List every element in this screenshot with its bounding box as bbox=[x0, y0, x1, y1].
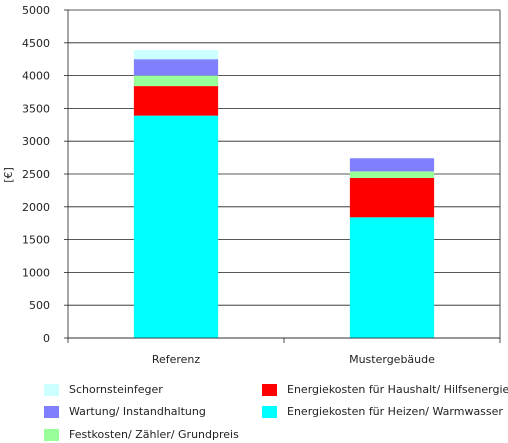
bar-segment bbox=[349, 217, 435, 338]
y-tick-label: 2000 bbox=[22, 201, 50, 214]
legend-swatch bbox=[262, 383, 277, 396]
bar-segment bbox=[133, 115, 219, 338]
y-axis-label: [€] bbox=[2, 167, 15, 183]
y-tick-label: 3500 bbox=[22, 102, 50, 115]
legend-label: Energiekosten für Heizen/ Warmwasser bbox=[287, 405, 503, 418]
axes bbox=[67, 10, 501, 343]
bar-segment bbox=[349, 177, 435, 218]
gridlines bbox=[64, 9, 500, 339]
bar-segment bbox=[133, 75, 219, 87]
y-tick-labels: 0 500 1000 1500 2000 2500 3000 3500 4000 4500 5000 bbox=[22, 4, 50, 345]
legend-item: Wartung/ Instandhaltung bbox=[44, 405, 206, 418]
y-tick-label: 5000 bbox=[22, 4, 50, 17]
legend-item: Energiekosten für Heizen/ Warmwasser bbox=[262, 405, 503, 418]
y-tick-label: 1000 bbox=[22, 266, 50, 279]
legend-item: Schornsteinfeger bbox=[44, 383, 163, 396]
legend-label: Wartung/ Instandhaltung bbox=[69, 405, 206, 418]
bar-segment bbox=[349, 158, 435, 172]
legend-swatch bbox=[44, 405, 59, 418]
bar-segment bbox=[349, 171, 435, 178]
y-tick-label: 3000 bbox=[22, 135, 50, 148]
y-tick-label: 4000 bbox=[22, 70, 50, 83]
legend-item: Festkosten/ Zähler/ Grundpreis bbox=[44, 428, 239, 441]
legend-label: Festkosten/ Zähler/ Grundpreis bbox=[69, 428, 239, 441]
y-tick-label: 2500 bbox=[22, 168, 50, 181]
legend-item: Energiekosten für Haushalt/ Hilfsenergie bbox=[262, 383, 508, 396]
y-tick-label: 0 bbox=[43, 332, 50, 345]
legend-label: Energiekosten für Haushalt/ Hilfsenergie bbox=[287, 383, 508, 396]
legend-swatch bbox=[44, 383, 59, 396]
x-tick-label: Mustergebäude bbox=[349, 353, 435, 366]
bar-segment bbox=[133, 50, 219, 60]
y-tick-label: 1500 bbox=[22, 234, 50, 247]
x-tick-labels: Referenz Mustergebäude bbox=[152, 353, 435, 366]
bars bbox=[133, 50, 435, 338]
x-tick-label: Referenz bbox=[152, 353, 201, 366]
legend-label: Schornsteinfeger bbox=[69, 383, 163, 396]
bar-segment bbox=[133, 59, 219, 76]
y-tick-label: 500 bbox=[29, 299, 50, 312]
legend-swatch bbox=[262, 405, 277, 418]
bar-segment bbox=[133, 86, 219, 116]
legend-swatch bbox=[44, 428, 59, 441]
y-tick-label: 4500 bbox=[22, 37, 50, 50]
